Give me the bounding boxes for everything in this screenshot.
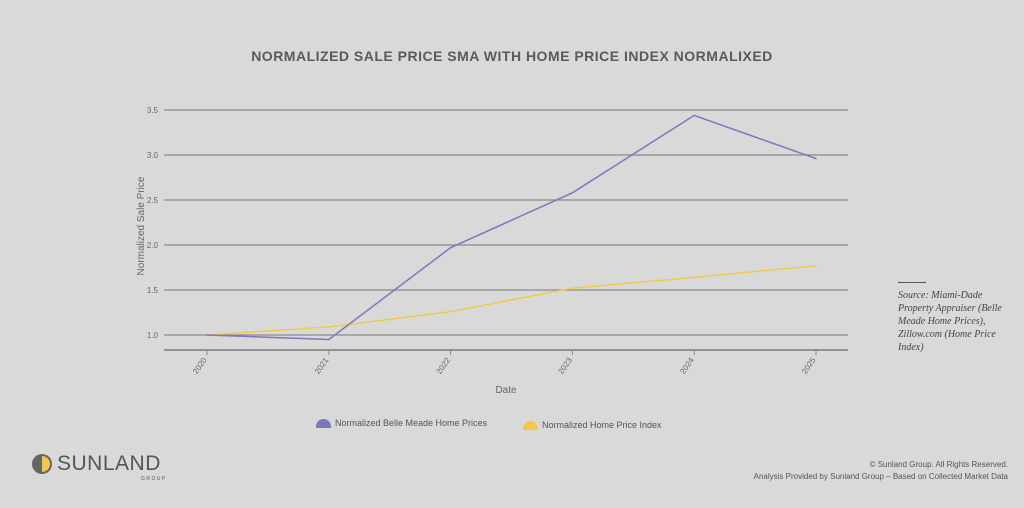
logo-subtext: GROUP [141,476,167,482]
source-text: Source: Miami-Dade Property Appraiser (B… [898,290,1002,353]
legend-item-hpi[interactable]: Normalized Home Price Index [523,420,662,430]
x-tick-label: 2022 [435,356,453,376]
x-tick-label: 2020 [191,356,209,376]
legend-item-belle-meade[interactable]: Normalized Belle Meade Home Prices [316,418,487,428]
y-axis-label: Normalized Sale Price [136,176,147,275]
data-point [693,276,695,279]
y-tick-label: 3.5 [147,106,159,115]
data-point [571,192,574,194]
x-tick-label: 2025 [800,356,818,376]
data-point [571,287,574,290]
source-divider [898,282,926,283]
sun-logo-icon [32,454,52,474]
series-line-belle-meade [206,114,817,341]
chart-title: NORMALIZED SALE PRICE SMA WITH HOME PRIC… [251,48,773,64]
logo-text: SUNLAND [57,452,161,475]
data-point [328,338,330,341]
analysis-credit: Analysis Provided by Sunland Group – Bas… [753,472,1008,481]
y-tick-label: 1.5 [147,286,159,295]
y-tick-label: 3.0 [147,151,159,160]
legend-swatch-yellow [523,420,538,430]
data-point [815,264,817,267]
y-tick-label: 1.0 [147,331,159,340]
data-point [815,157,817,160]
x-tick-label: 2023 [556,356,574,376]
x-tick-label: 2021 [313,356,331,376]
data-point [206,334,208,336]
sunland-logo: SUNLAND GROUP [31,452,165,482]
data-point [449,310,452,313]
copyright: © Sunland Group. All Rights Reserved. [869,460,1008,469]
data-point [693,114,695,117]
y-tick-label: 2.0 [147,241,159,250]
x-tick-label: 2024 [678,356,696,376]
y-tick-label: 2.5 [147,196,159,205]
source-note: Source: Miami-Dade Property Appraiser (B… [898,282,1008,354]
data-point [328,326,330,328]
legend-label: Normalized Home Price Index [542,420,662,430]
legend-swatch-purple [316,418,331,428]
legend-label: Normalized Belle Meade Home Prices [335,418,488,428]
data-point [449,246,452,249]
series-line-home-price-index [206,264,817,336]
x-axis-label: Date [495,385,517,396]
